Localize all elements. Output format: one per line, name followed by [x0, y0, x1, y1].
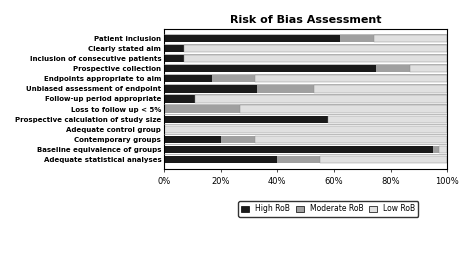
Bar	[240, 105, 447, 113]
Bar	[164, 156, 277, 163]
Bar	[320, 156, 447, 163]
Bar	[277, 156, 320, 163]
Bar	[164, 55, 184, 62]
Bar	[257, 85, 314, 93]
Bar	[164, 105, 240, 113]
Bar	[212, 75, 255, 83]
Legend: High RoB, Moderate RoB, Low RoB: High RoB, Moderate RoB, Low RoB	[238, 201, 419, 217]
Bar	[438, 146, 447, 153]
Bar	[410, 65, 447, 72]
Bar	[374, 35, 447, 42]
Bar	[376, 65, 410, 72]
Bar	[221, 136, 255, 143]
Bar	[164, 115, 328, 123]
Bar	[164, 65, 376, 72]
Bar	[328, 115, 447, 123]
Bar	[184, 55, 447, 62]
Bar	[314, 85, 447, 93]
Bar	[164, 136, 221, 143]
Bar	[339, 35, 374, 42]
Bar	[164, 75, 212, 83]
Bar	[184, 45, 447, 52]
Bar	[433, 146, 438, 153]
Bar	[164, 85, 257, 93]
Bar	[255, 75, 447, 83]
Bar	[164, 45, 184, 52]
Bar	[164, 126, 447, 133]
Bar	[164, 35, 339, 42]
Bar	[164, 146, 433, 153]
Title: Risk of Bias Assessment: Risk of Bias Assessment	[230, 15, 381, 25]
Bar	[195, 95, 447, 102]
Bar	[164, 95, 195, 102]
Bar	[255, 136, 447, 143]
